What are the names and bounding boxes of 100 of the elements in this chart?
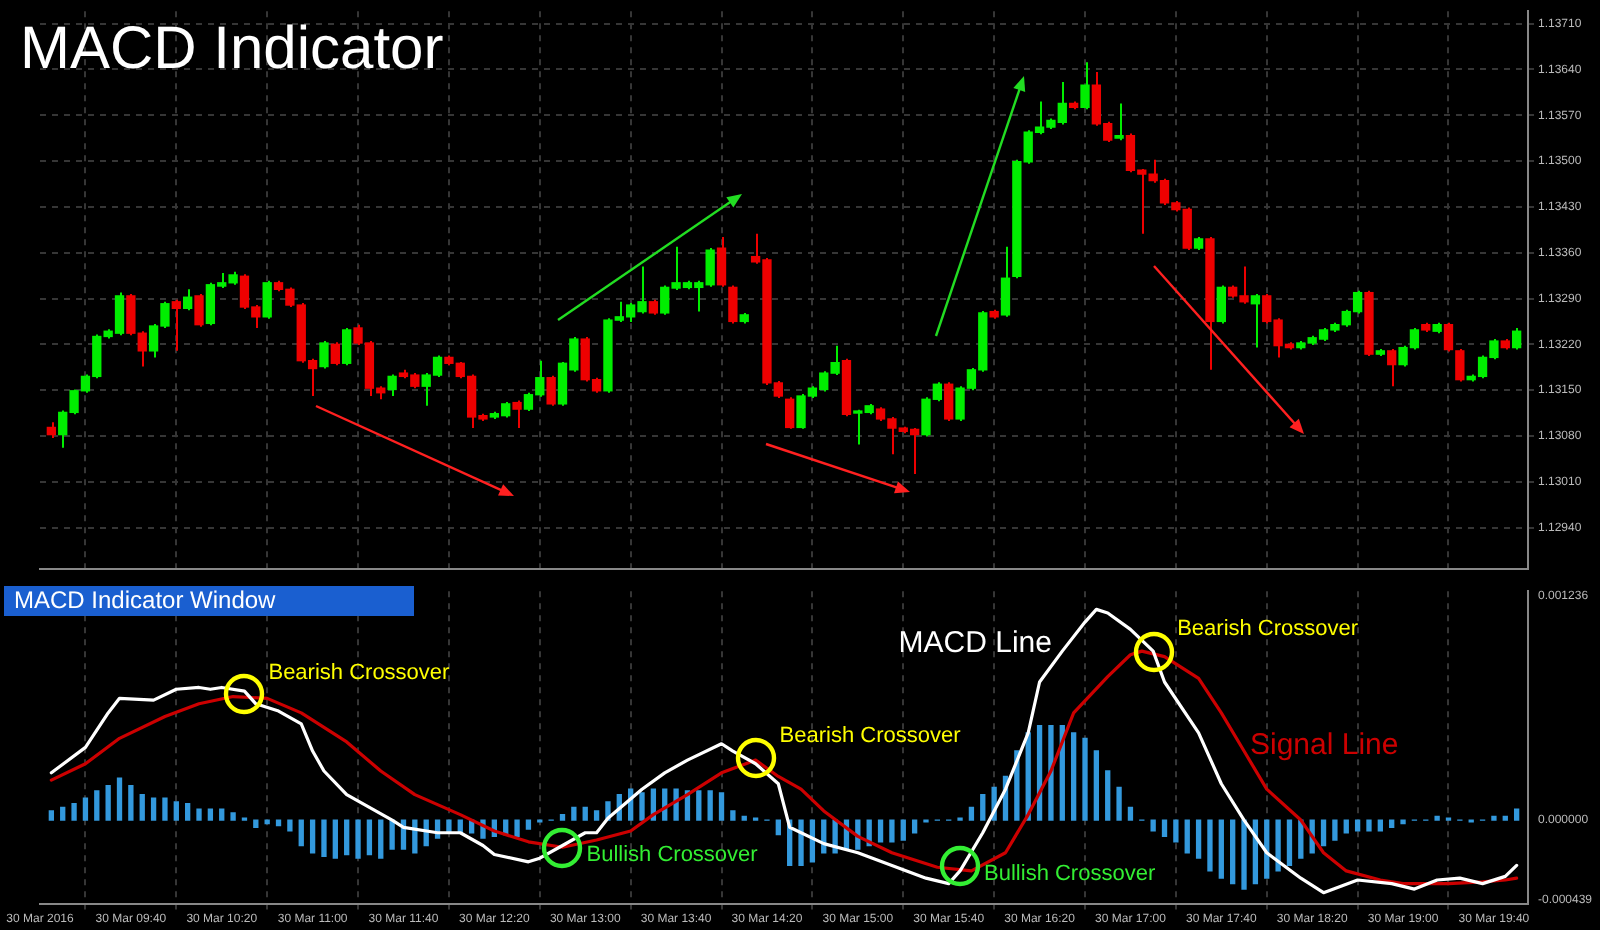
bar (1354, 819, 1361, 832)
candlestick (944, 381, 954, 422)
bar (196, 808, 202, 821)
bar (139, 793, 145, 821)
bar (230, 812, 236, 821)
bar (1286, 819, 1293, 867)
candlestick (1250, 292, 1261, 349)
candlestick (171, 298, 181, 352)
annotation: Bullish Crossover (586, 843, 759, 868)
annotation: Bearish Crossover (779, 724, 962, 749)
bar (525, 819, 532, 830)
bar (1173, 819, 1179, 843)
bar (730, 810, 736, 821)
candlestick (330, 341, 340, 367)
bar (1195, 819, 1202, 859)
bar (1434, 815, 1440, 821)
candlestick (183, 288, 193, 312)
bar (889, 819, 895, 843)
bar (378, 819, 384, 859)
bar (900, 819, 906, 841)
bar (1343, 819, 1349, 834)
bar (60, 806, 66, 821)
bar (718, 792, 725, 821)
bar (1389, 819, 1395, 828)
bar (696, 790, 702, 821)
bar (264, 819, 270, 825)
bar (1241, 819, 1247, 890)
bar (1093, 750, 1100, 821)
bar (593, 810, 600, 821)
candlestick (387, 373, 397, 398)
bar (911, 819, 918, 834)
bar (366, 819, 373, 856)
bar (775, 819, 781, 836)
bar (514, 819, 520, 838)
bar (571, 806, 577, 821)
bar (275, 819, 282, 827)
candlestick (194, 292, 204, 328)
candlestick (1114, 102, 1124, 142)
bar (1218, 819, 1224, 879)
bar (48, 810, 55, 821)
bar (1320, 819, 1327, 847)
annotation: Bearish Crossover (268, 660, 451, 685)
candlestick (319, 340, 329, 370)
bar (185, 803, 191, 821)
bar (1048, 724, 1054, 821)
bar (321, 819, 327, 858)
bar (1070, 732, 1077, 821)
bar (1127, 806, 1134, 821)
bar (1207, 819, 1213, 872)
bar (798, 819, 804, 867)
bar (741, 815, 747, 821)
candlestick (1455, 347, 1465, 383)
candlestick (1387, 347, 1397, 388)
bar (82, 797, 89, 821)
bar (150, 797, 157, 821)
annotation: Bearish Crossover (1177, 617, 1359, 642)
annotation: Bullish Crossover (984, 861, 1156, 886)
bar (1377, 819, 1383, 832)
bar (128, 784, 134, 821)
bar (707, 790, 713, 821)
bar (94, 790, 100, 821)
candlestick (1000, 245, 1011, 318)
candlestick (1511, 326, 1522, 351)
bar (207, 808, 214, 821)
candlestick (512, 399, 522, 430)
candlestick (262, 279, 272, 320)
candlestick (1216, 284, 1226, 325)
bar (71, 803, 77, 821)
bar (287, 819, 293, 832)
bar (162, 797, 168, 821)
bar (332, 819, 338, 859)
bar (219, 808, 225, 821)
candlestick (785, 396, 795, 430)
bar (1366, 819, 1372, 832)
bar (1332, 819, 1338, 841)
bar (1161, 819, 1168, 838)
bar (559, 813, 566, 821)
candlestick (1443, 321, 1454, 353)
bar (412, 819, 418, 854)
candlestick (546, 374, 556, 407)
bar (1105, 770, 1111, 821)
title-banner: MACD Indicator Window (4, 586, 414, 616)
bar (1230, 819, 1236, 885)
bar (877, 819, 884, 843)
bar (1400, 819, 1406, 825)
bar (1275, 819, 1281, 872)
bar (298, 819, 304, 847)
candlestick (728, 284, 738, 325)
bar (344, 819, 350, 856)
bar (1513, 808, 1520, 821)
bar (173, 801, 179, 821)
bar (980, 793, 986, 821)
bar (1502, 815, 1508, 821)
candlestick (1080, 61, 1090, 111)
bar (389, 819, 395, 850)
bar (105, 784, 111, 821)
candlestick (716, 235, 727, 288)
chart-title: MACD Indicator (20, 16, 444, 84)
bar (1491, 815, 1497, 821)
series-label: MACD Line (898, 626, 1052, 661)
